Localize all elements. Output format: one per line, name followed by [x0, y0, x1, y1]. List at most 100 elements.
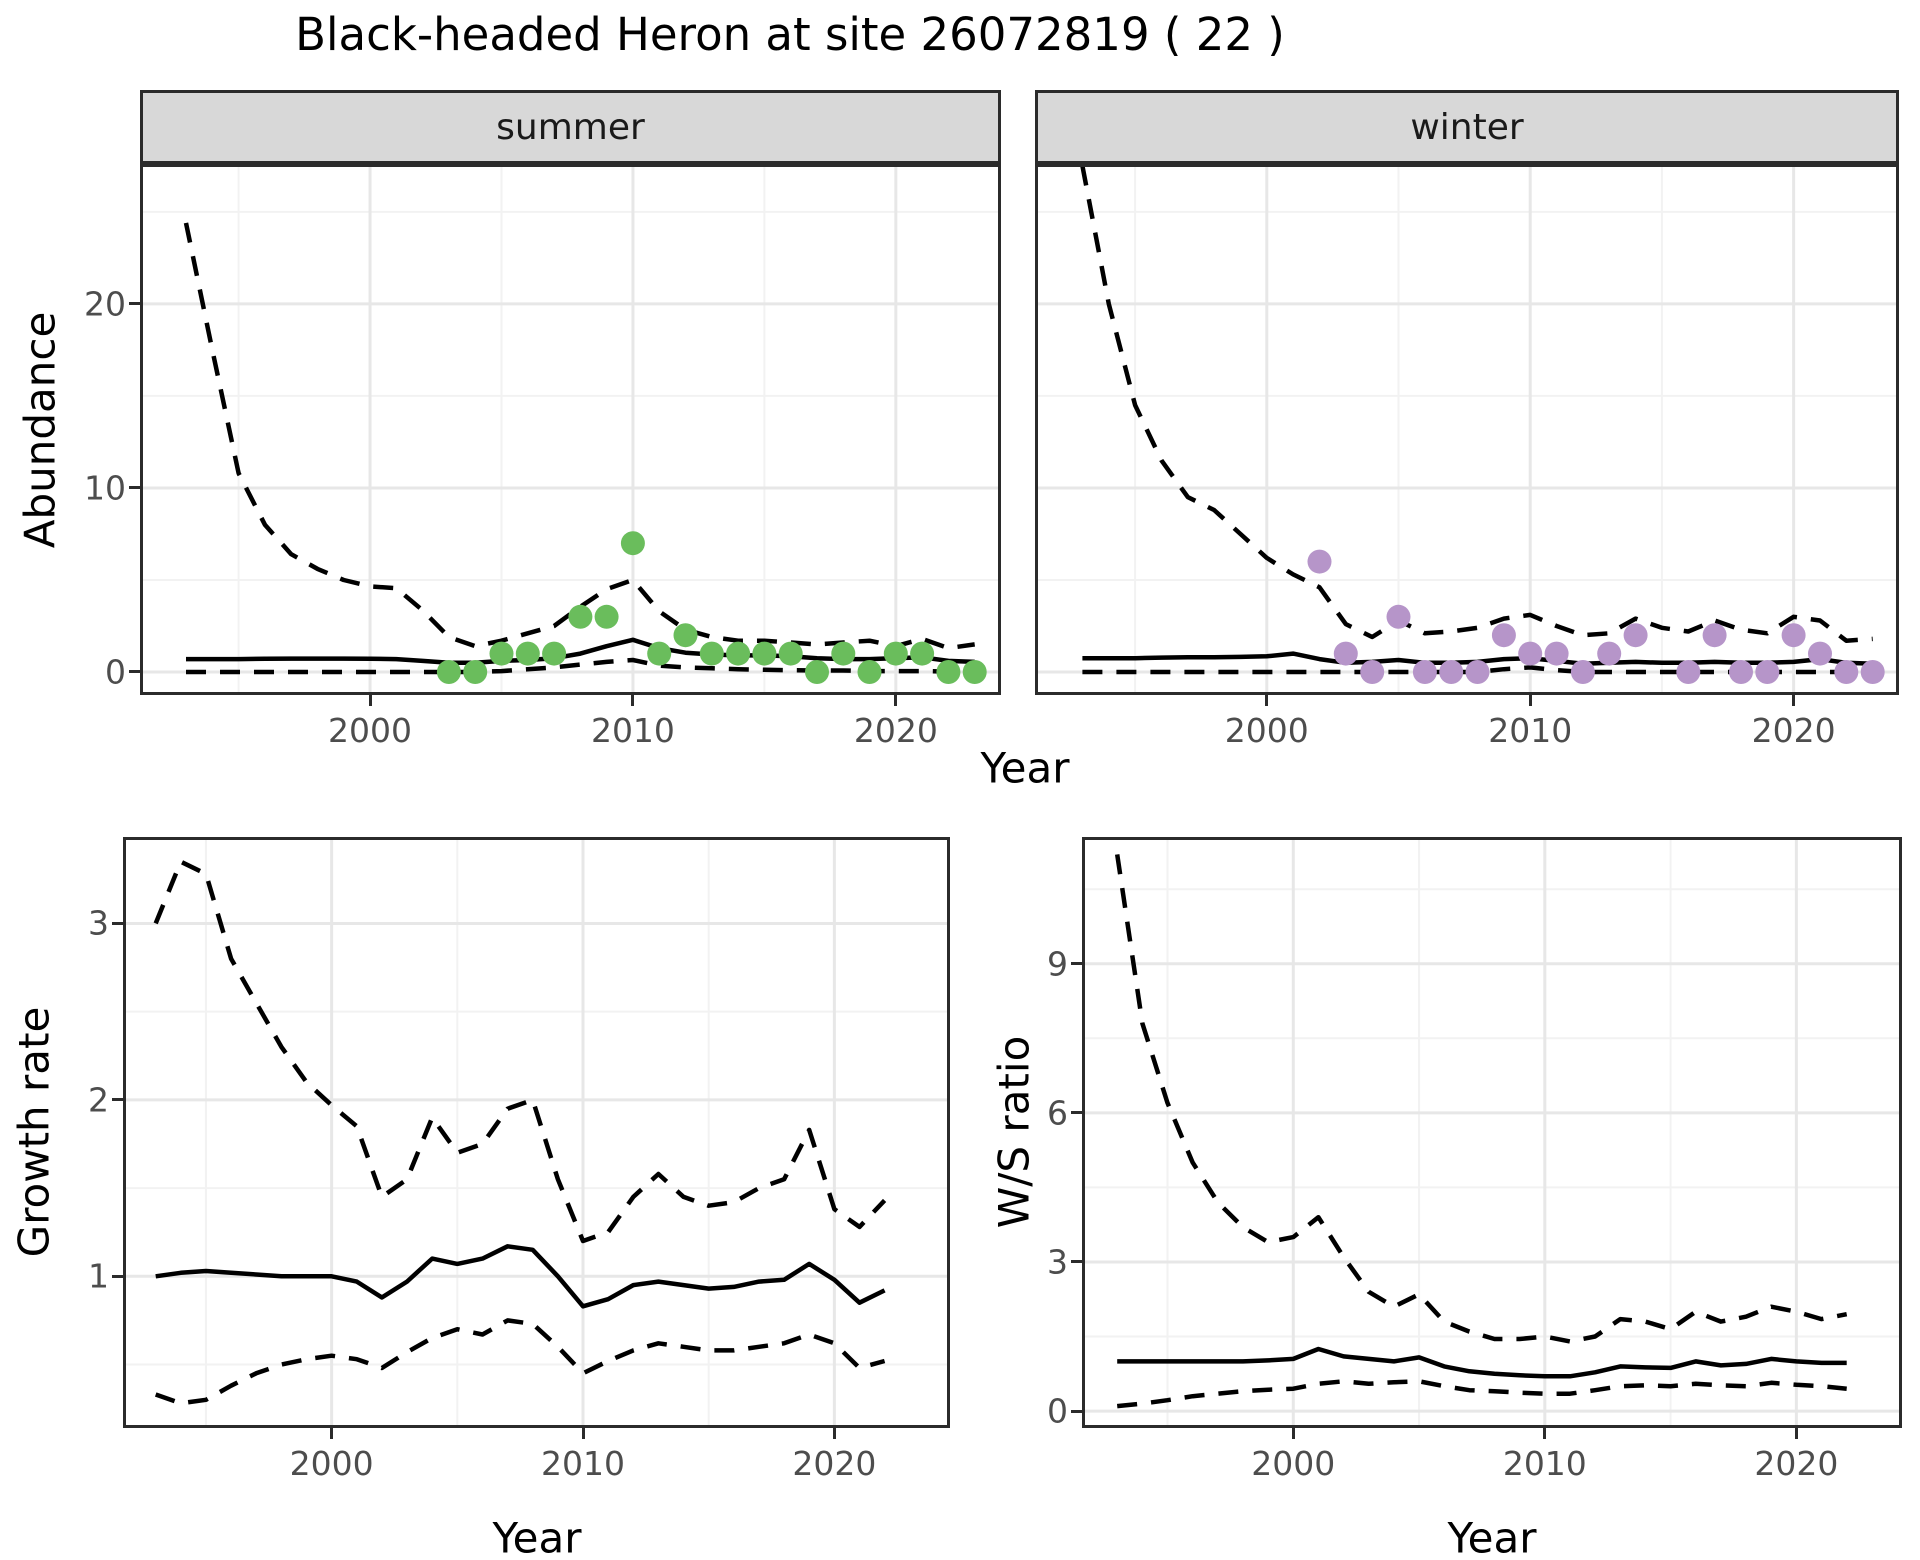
x-tick-mark — [894, 695, 898, 706]
x-tick-label: 2000 — [289, 1444, 374, 1483]
x-tick-mark — [1528, 695, 1532, 706]
observation-point — [1702, 623, 1727, 648]
observation-point — [463, 660, 488, 684]
observation-point — [647, 641, 672, 666]
observation-point — [1518, 641, 1543, 666]
observation-point — [699, 641, 724, 666]
facet-strip-winter: winter — [1035, 90, 1899, 164]
x-tick-label: 2010 — [541, 1444, 625, 1483]
x-tick-mark — [368, 695, 372, 706]
y-tick-label: 0 — [1047, 1391, 1068, 1431]
lower-ci-line — [154, 1318, 886, 1406]
observation-point — [1439, 660, 1464, 684]
x-tick-label: 2020 — [1754, 1444, 1839, 1483]
observation-point — [805, 660, 829, 684]
y-tick-label: 2 — [88, 1080, 109, 1120]
upper-ci-line — [1114, 854, 1848, 1344]
x-tick-label: 2020 — [792, 1444, 877, 1483]
upper-ci-line — [1080, 167, 1873, 643]
y-tick-label: 3 — [1047, 1242, 1068, 1282]
observation-point — [673, 623, 698, 648]
x-tick-label: 2010 — [1488, 711, 1573, 750]
median-line — [155, 1244, 886, 1309]
observation-point — [1570, 660, 1595, 684]
observation-point — [910, 641, 935, 666]
x-tick-label: 2010 — [590, 711, 675, 750]
y-tick-mark — [112, 1274, 123, 1278]
y-tick-mark — [112, 1098, 123, 1102]
x-tick-mark — [832, 1428, 836, 1439]
upper-ci-line — [153, 859, 887, 1244]
observation-point — [726, 641, 751, 666]
observation-point — [831, 641, 856, 666]
observation-point — [1333, 641, 1358, 666]
y-tick-mark — [1071, 1409, 1082, 1413]
y-tick-label: 6 — [1047, 1093, 1068, 1133]
observation-point — [594, 604, 619, 629]
observation-point — [1860, 660, 1885, 684]
observation-point — [1597, 641, 1622, 666]
observation-point — [1808, 641, 1832, 666]
x-axis-title-year-growth: Year — [492, 1513, 582, 1560]
median-line — [1117, 1346, 1847, 1379]
observation-point — [1360, 660, 1385, 684]
x-tick-mark — [581, 1428, 585, 1439]
facet-strip-winter-label: winter — [1410, 106, 1524, 148]
x-tick-mark — [631, 695, 635, 706]
observation-point — [1386, 604, 1411, 629]
observation-point — [1755, 660, 1780, 684]
y-tick-label: 20 — [84, 284, 126, 324]
chart-title: Black-headed Heron at site 26072819 ( 22… — [295, 8, 1285, 61]
facet-strip-summer: summer — [140, 90, 1001, 164]
panel-growth-rate — [123, 837, 950, 1428]
x-tick-label: 2000 — [1224, 711, 1309, 750]
lower-ci-line — [1116, 1379, 1847, 1409]
observation-point — [1834, 660, 1859, 684]
median-line — [186, 637, 975, 666]
x-tick-mark — [1794, 1428, 1798, 1439]
y-tick-mark — [129, 486, 140, 490]
x-axis-title-year-top: Year — [980, 743, 1070, 793]
facet-strip-summer-label: summer — [496, 106, 645, 148]
y-tick-mark — [1071, 1111, 1082, 1115]
upper-ci-line — [183, 222, 976, 651]
observation-point — [436, 660, 461, 684]
x-tick-label: 2000 — [1251, 1444, 1336, 1483]
y-tick-mark — [1071, 962, 1082, 966]
lower-ci-line — [186, 657, 975, 675]
x-tick-label: 2010 — [1502, 1444, 1587, 1483]
observation-point — [1544, 641, 1569, 666]
x-tick-mark — [330, 1428, 334, 1439]
abundance-summer-plot — [143, 167, 998, 692]
ws-ratio-plot — [1085, 840, 1899, 1425]
y-tick-mark — [1071, 1260, 1082, 1264]
x-tick-label: 2000 — [328, 711, 413, 750]
x-axis-title-year-ws: Year — [1447, 1513, 1537, 1560]
x-tick-mark — [1265, 695, 1269, 706]
observation-point — [1729, 660, 1753, 684]
observation-point — [620, 531, 645, 556]
observation-point — [1623, 623, 1648, 648]
y-tick-label: 1 — [88, 1256, 109, 1296]
x-tick-mark — [1543, 1428, 1547, 1439]
y-axis-title-abundance: Abundance — [15, 311, 65, 549]
observation-point — [752, 641, 777, 666]
observation-point — [936, 660, 961, 684]
observation-point — [857, 660, 882, 684]
y-tick-label: 0 — [105, 652, 126, 692]
observation-point — [489, 641, 514, 666]
panel-abundance-summer — [140, 164, 1001, 695]
observation-point — [1491, 623, 1516, 648]
y-tick-label: 3 — [88, 903, 109, 943]
x-tick-mark — [1291, 1428, 1295, 1439]
observation-point — [778, 641, 803, 666]
observation-point — [1412, 660, 1437, 684]
observation-point — [515, 641, 540, 666]
panel-ws-ratio — [1082, 837, 1902, 1428]
observation-point — [883, 641, 908, 666]
y-axis-title-growth-rate: Growth rate — [9, 1006, 59, 1258]
observation-point — [1781, 623, 1806, 648]
y-tick-mark — [112, 921, 123, 925]
abundance-winter-plot — [1038, 167, 1896, 692]
